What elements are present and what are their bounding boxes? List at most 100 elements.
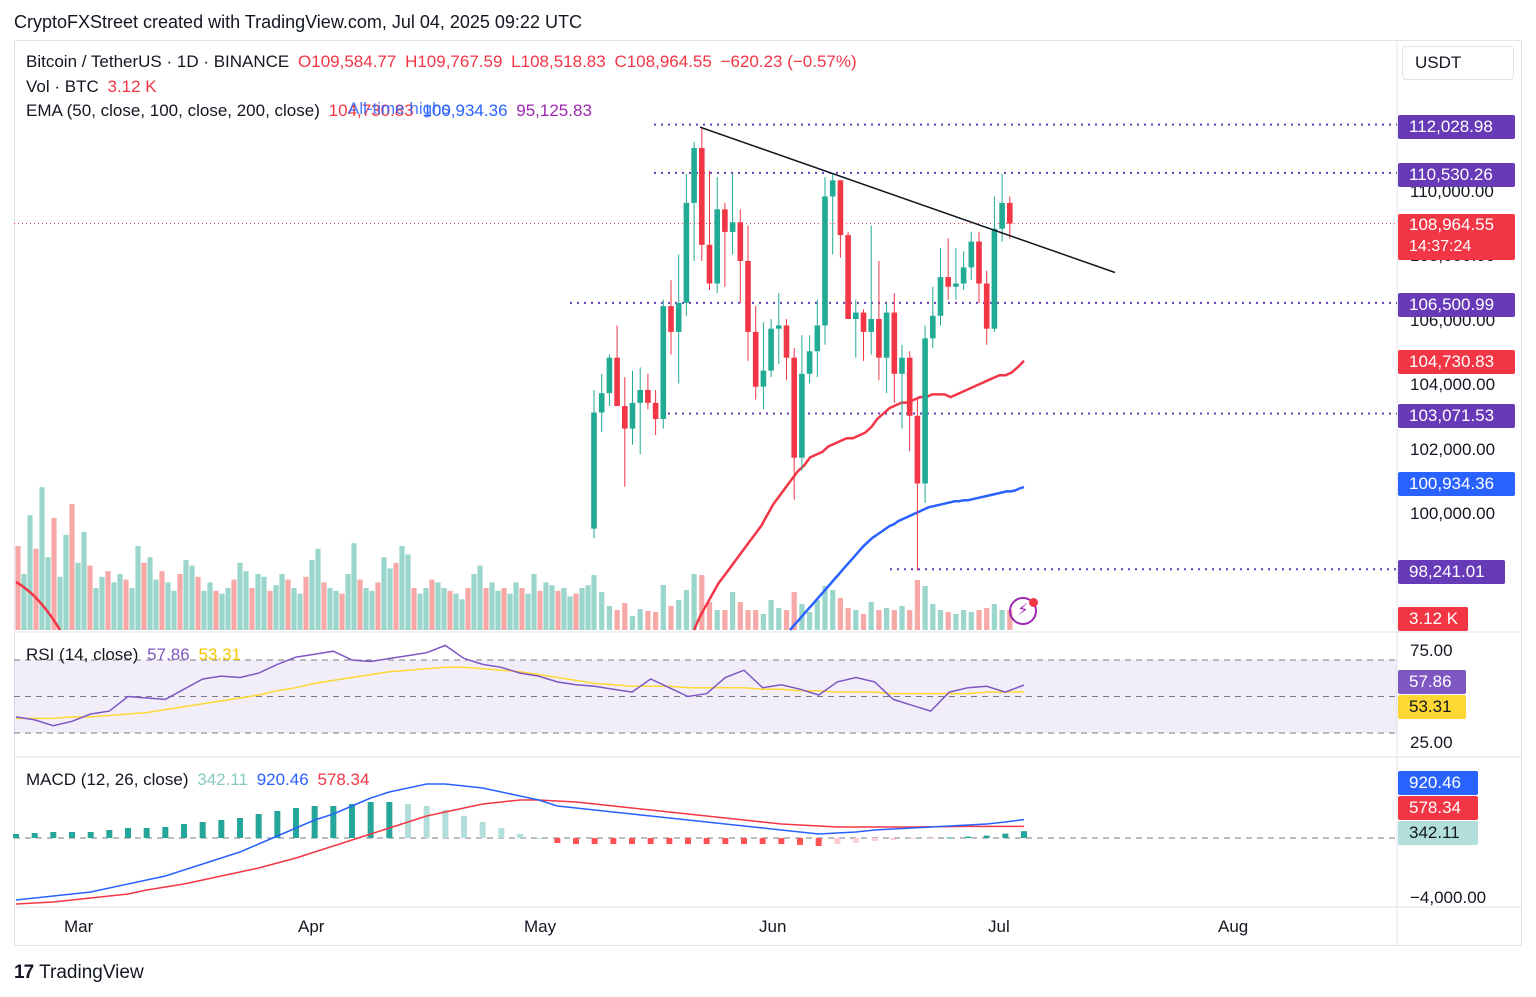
- macd-hist-bar: [927, 838, 934, 839]
- rsi-value-badge: 57.86: [1398, 670, 1466, 694]
- volume-bar: [519, 588, 525, 630]
- candle-body: [891, 312, 898, 374]
- macd-hist-bar: [741, 838, 747, 844]
- volume-bar: [201, 590, 207, 630]
- volume-bar: [999, 610, 1005, 630]
- candle-body: [860, 312, 867, 332]
- ema-label[interactable]: EMA (50, close, 100, close, 200, close): [26, 101, 320, 120]
- candle-body: [699, 148, 705, 245]
- volume-bar: [868, 602, 874, 630]
- volume-bar: [399, 546, 405, 630]
- macd-hist-bar: [759, 838, 766, 844]
- volume-bar: [111, 582, 117, 630]
- macd-hist-bar: [573, 838, 579, 844]
- candle-body: [591, 412, 597, 529]
- x-tick-jun: Jun: [759, 917, 787, 936]
- macd-signal-value: 578.34: [317, 770, 370, 789]
- volume-bar: [207, 582, 213, 630]
- volume-bar: [614, 610, 620, 630]
- volume-bar: [495, 590, 501, 630]
- volume-bar: [585, 585, 591, 630]
- volume-bar: [768, 600, 774, 630]
- volume-bar: [345, 574, 351, 630]
- candle-body: [822, 196, 828, 326]
- currency-unit-selector[interactable]: USDT: [1402, 46, 1514, 80]
- macd-hist-bar: [517, 834, 523, 838]
- trendline: [699, 126, 1116, 274]
- volume-bar: [339, 593, 345, 630]
- price-tick: 102,000.00: [1410, 440, 1496, 459]
- candle-body: [645, 389, 651, 403]
- rsi-tick: 75.00: [1410, 641, 1453, 660]
- candle-body: [999, 202, 1005, 229]
- rsi-ma-badge: 53.31: [1398, 695, 1466, 719]
- volume-bar: [69, 504, 75, 630]
- volume-bar: [737, 602, 743, 630]
- rsi-label[interactable]: RSI (14, close): [26, 645, 139, 664]
- volume-bar: [189, 565, 195, 630]
- candle-body: [799, 373, 805, 458]
- candle-body: [814, 325, 821, 352]
- candle-body: [752, 331, 759, 387]
- macd-hist-bar: [31, 833, 38, 838]
- candle-body: [937, 277, 944, 316]
- volume-bar: [622, 603, 628, 630]
- volume-bar: [573, 593, 579, 630]
- macd-legend: MACD (12, 26, close) 342.11 920.46 578.3…: [26, 770, 373, 790]
- volume-bar: [213, 590, 219, 630]
- macd-hist-bar: [965, 836, 971, 838]
- macd-hist-bar: [498, 828, 505, 838]
- price-tick: 100,000.00: [1410, 504, 1496, 523]
- price-legend: Bitcoin / TetherUS · 1D · BINANCE O109,5…: [26, 52, 861, 72]
- x-tick-apr: Apr: [298, 917, 325, 936]
- macd-hist-bar: [778, 838, 785, 844]
- macd-hist-bar: [1002, 833, 1009, 838]
- rsi-value: 57.86: [147, 645, 190, 664]
- ema50-value: 104,730.83: [328, 101, 414, 120]
- volume-bar: [393, 562, 399, 630]
- candle-body: [829, 180, 836, 197]
- volume-bar: [351, 543, 357, 630]
- candle-body: [783, 325, 790, 358]
- volume-bar: [291, 588, 297, 630]
- macd-hist-bar: [199, 822, 206, 838]
- macd-hist-bar: [834, 838, 841, 844]
- volume-bar: [75, 562, 81, 630]
- volume-bar: [153, 579, 159, 630]
- volume-bar: [315, 548, 321, 630]
- chart-frame[interactable]: [14, 40, 1522, 946]
- lightning-icon[interactable]: ⚡: [1009, 597, 1037, 625]
- symbol-name[interactable]: Bitcoin / TetherUS · 1D · BINANCE: [26, 52, 290, 71]
- ema100-line: [789, 485, 1025, 631]
- volume-bar: [15, 546, 21, 630]
- candle-body: [953, 283, 959, 287]
- candle-body: [683, 202, 690, 303]
- macd-hist-bar: [666, 838, 673, 844]
- macd-hist-bar: [69, 832, 75, 838]
- volume-bar: [691, 574, 697, 630]
- descending-trendline: [699, 126, 1116, 274]
- volume-bar: [219, 593, 225, 630]
- candle-body: [922, 338, 928, 484]
- volume-bar: [555, 590, 561, 630]
- volume-bar: [760, 614, 766, 630]
- candle-body: [729, 222, 736, 232]
- volume-label[interactable]: Vol · BTC: [26, 77, 99, 96]
- volume-bar: [525, 593, 531, 630]
- volume-bar: [243, 571, 249, 630]
- volume-bar: [465, 588, 471, 630]
- macd-label[interactable]: MACD (12, 26, close): [26, 770, 189, 789]
- volume-bar: [117, 574, 123, 630]
- volume-bar: [814, 600, 820, 630]
- volume-bar: [171, 590, 177, 630]
- volume-bar: [21, 574, 27, 630]
- ema50-badge: 104,730.83: [1398, 350, 1515, 374]
- volume-bar: [93, 588, 99, 630]
- ema200-value: 95,125.83: [516, 101, 592, 120]
- volume-bar: [1007, 610, 1013, 630]
- volume-bar: [99, 576, 105, 630]
- volume-bar: [537, 590, 543, 630]
- volume-bar: [135, 546, 141, 630]
- volume-bar: [369, 590, 375, 630]
